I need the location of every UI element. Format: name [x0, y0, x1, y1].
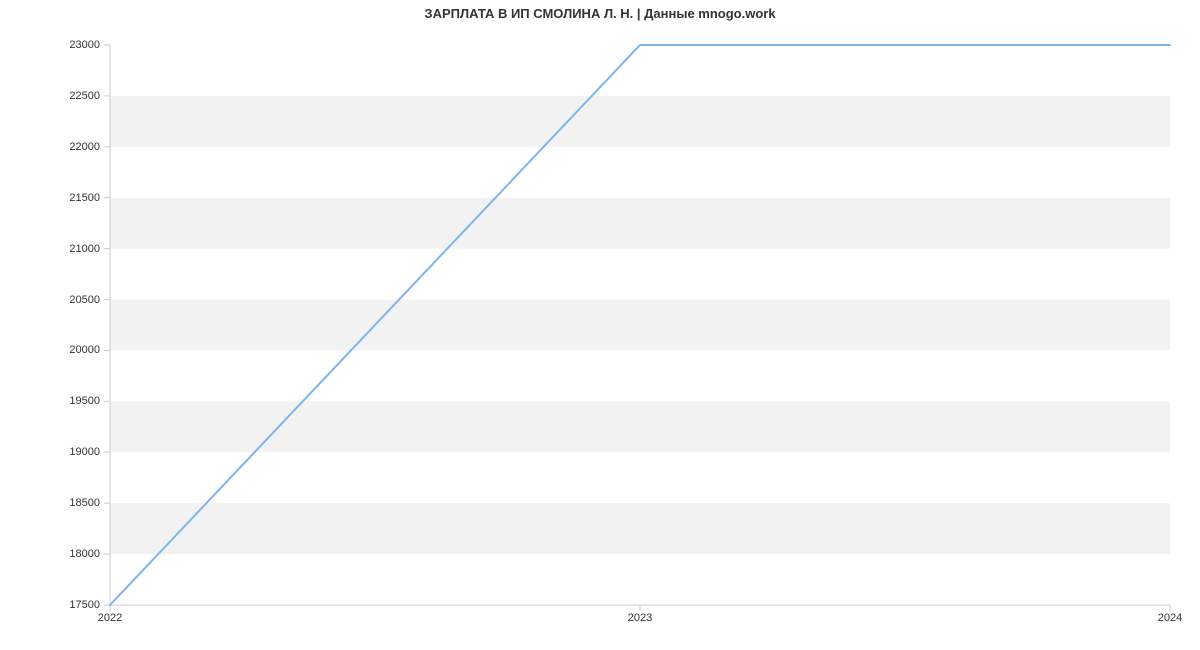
y-tick-label: 22000: [40, 141, 100, 153]
plot-area: [110, 45, 1170, 605]
y-tick-label: 21000: [40, 243, 100, 255]
x-tick-label: 2023: [628, 612, 652, 624]
plot-svg: [110, 45, 1170, 605]
y-tick-label: 21500: [40, 192, 100, 204]
y-tick-label: 20000: [40, 344, 100, 356]
salary-chart: ЗАРПЛАТА В ИП СМОЛИНА Л. Н. | Данные mno…: [0, 0, 1200, 650]
y-tick-label: 18500: [40, 497, 100, 509]
x-tick-label: 2022: [98, 612, 122, 624]
chart-title: ЗАРПЛАТА В ИП СМОЛИНА Л. Н. | Данные mno…: [0, 6, 1200, 21]
y-tick-label: 23000: [40, 39, 100, 51]
y-tick-label: 19000: [40, 446, 100, 458]
y-tick-label: 22500: [40, 90, 100, 102]
y-tick-label: 17500: [40, 599, 100, 611]
y-tick-label: 19500: [40, 395, 100, 407]
y-tick-label: 20500: [40, 294, 100, 306]
x-tick-label: 2024: [1158, 612, 1182, 624]
y-tick-label: 18000: [40, 548, 100, 560]
